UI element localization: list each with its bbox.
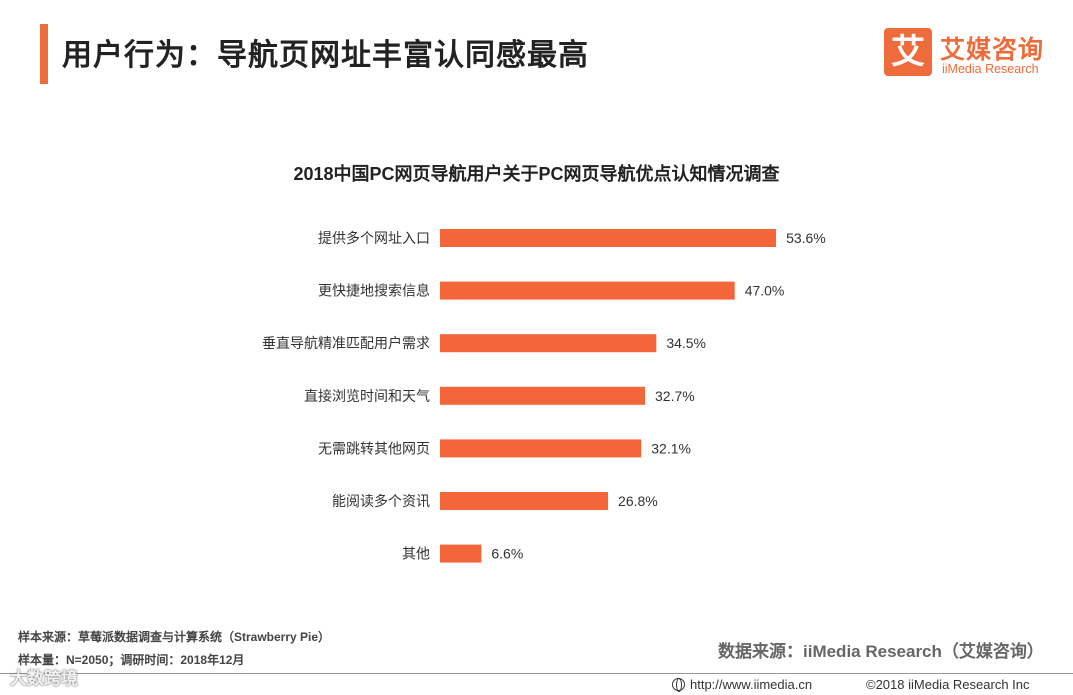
logo-name-en: iiMedia Research <box>942 62 1039 76</box>
globe-icon <box>672 678 685 692</box>
bar <box>440 544 482 563</box>
footer-divider <box>0 673 1073 674</box>
value-label: 53.6% <box>786 230 826 246</box>
copyright-text: ©2018 iiMedia Research Inc <box>866 677 1030 692</box>
bar <box>440 229 777 247</box>
value-label: 6.6% <box>491 546 523 562</box>
value-label: 32.7% <box>655 388 695 404</box>
value-label: 47.0% <box>745 283 785 299</box>
iimedia-logo: 艾 艾媒咨询 iiMedia Research <box>884 28 1054 78</box>
value-label: 32.1% <box>651 440 691 456</box>
page-title: 用户行为：导航页网址丰富认同感最高 <box>62 39 589 72</box>
category-label: 垂直导航精准匹配用户需求 <box>262 335 430 351</box>
bar <box>440 386 646 405</box>
category-label: 直接浏览时间和天气 <box>304 388 430 404</box>
bar <box>440 492 609 510</box>
sample-source-note: 样本来源：草莓派数据调查与计算系统（Strawberry Pie） <box>18 630 331 644</box>
logo-mark: 艾 <box>884 28 932 76</box>
data-source: 数据来源：iiMedia Research（艾媒咨询） <box>718 642 1044 661</box>
watermark: 大数跨境 <box>10 669 78 688</box>
footer-bar <box>0 674 1073 695</box>
bar <box>440 281 735 300</box>
category-label: 无需跳转其他网页 <box>318 440 430 456</box>
category-label: 其他 <box>402 546 430 562</box>
bar <box>440 439 642 458</box>
chart-title: 2018中国PC网页导航用户关于PC网页导航优点认知情况调查 <box>293 164 780 184</box>
bar-chart: 提供多个网址入口 53.6% 更快捷地搜索信息 47.0% 垂直导航精准匹配用户需求 34… <box>262 229 826 563</box>
category-label: 更快捷地搜索信息 <box>318 283 430 299</box>
value-label: 26.8% <box>618 493 658 509</box>
bar <box>440 334 657 353</box>
logo-name-cn: 艾媒咨询 <box>940 36 1045 64</box>
website-url: http://www.iimedia.cn <box>690 677 813 692</box>
category-label: 提供多个网址入口 <box>318 230 430 246</box>
sample-size-note: 样本量：N=2050；调研时间：2018年12月 <box>18 653 245 667</box>
category-label: 能阅读多个资讯 <box>332 493 430 509</box>
website-link[interactable]: http://www.iimedia.cn <box>672 677 812 692</box>
value-label: 34.5% <box>666 335 706 351</box>
title-accent-bar <box>40 24 48 84</box>
